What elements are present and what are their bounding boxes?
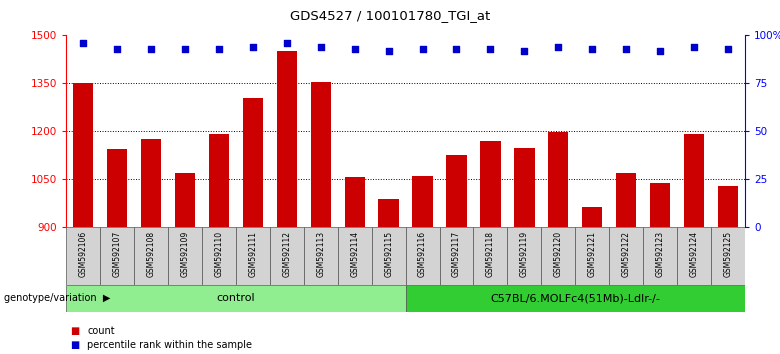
Text: GSM592121: GSM592121 xyxy=(587,231,597,277)
Point xyxy=(654,48,666,53)
Text: GSM592111: GSM592111 xyxy=(248,231,257,277)
Text: percentile rank within the sample: percentile rank within the sample xyxy=(87,340,253,350)
Text: ■: ■ xyxy=(70,340,80,350)
Point xyxy=(281,40,293,46)
Point xyxy=(417,46,429,52)
Text: GSM592114: GSM592114 xyxy=(350,231,360,277)
Text: GSM592108: GSM592108 xyxy=(147,231,156,277)
Bar xyxy=(446,155,466,354)
Point xyxy=(349,46,361,52)
Text: GSM592113: GSM592113 xyxy=(316,231,325,277)
Bar xyxy=(582,207,602,354)
Text: C57BL/6.MOLFc4(51Mb)-Ldlr-/-: C57BL/6.MOLFc4(51Mb)-Ldlr-/- xyxy=(491,293,660,303)
Text: GSM592120: GSM592120 xyxy=(554,231,563,277)
Text: GSM592107: GSM592107 xyxy=(112,231,122,278)
FancyBboxPatch shape xyxy=(236,227,270,285)
Text: GSM592109: GSM592109 xyxy=(180,231,190,278)
Bar xyxy=(73,82,94,354)
Point xyxy=(518,48,530,53)
Point xyxy=(382,48,395,53)
Text: control: control xyxy=(217,293,255,303)
Text: GDS4527 / 100101780_TGI_at: GDS4527 / 100101780_TGI_at xyxy=(290,9,490,22)
FancyBboxPatch shape xyxy=(576,227,609,285)
Text: genotype/variation  ▶: genotype/variation ▶ xyxy=(4,293,110,303)
Bar xyxy=(616,173,636,354)
Text: GSM592119: GSM592119 xyxy=(519,231,529,277)
Bar xyxy=(480,141,501,354)
Point xyxy=(552,44,565,50)
Point xyxy=(586,46,598,52)
Bar xyxy=(548,132,569,354)
FancyBboxPatch shape xyxy=(643,227,677,285)
FancyBboxPatch shape xyxy=(473,227,507,285)
FancyBboxPatch shape xyxy=(270,227,304,285)
Text: GSM592123: GSM592123 xyxy=(655,231,665,277)
FancyBboxPatch shape xyxy=(202,227,236,285)
Bar xyxy=(684,133,704,354)
Bar xyxy=(141,139,161,354)
FancyBboxPatch shape xyxy=(609,227,643,285)
Text: GSM592115: GSM592115 xyxy=(384,231,393,277)
Point xyxy=(314,44,327,50)
Text: GSM592110: GSM592110 xyxy=(215,231,224,277)
FancyBboxPatch shape xyxy=(66,227,101,285)
Bar xyxy=(378,199,399,354)
Text: GSM592125: GSM592125 xyxy=(723,231,732,277)
Point xyxy=(688,44,700,50)
Point xyxy=(77,40,90,46)
FancyBboxPatch shape xyxy=(406,227,440,285)
Bar xyxy=(650,183,670,354)
FancyBboxPatch shape xyxy=(541,227,576,285)
FancyBboxPatch shape xyxy=(507,227,541,285)
Bar xyxy=(107,149,127,354)
FancyBboxPatch shape xyxy=(406,285,745,312)
FancyBboxPatch shape xyxy=(168,227,202,285)
Point xyxy=(179,46,191,52)
Bar xyxy=(514,148,534,354)
Bar xyxy=(243,98,263,354)
Point xyxy=(620,46,633,52)
FancyBboxPatch shape xyxy=(304,227,338,285)
FancyBboxPatch shape xyxy=(134,227,168,285)
Bar xyxy=(175,173,195,354)
Text: count: count xyxy=(87,326,115,336)
Bar xyxy=(718,186,738,354)
Point xyxy=(484,46,497,52)
Text: GSM592112: GSM592112 xyxy=(282,231,292,277)
Text: GSM592124: GSM592124 xyxy=(690,231,699,277)
Point xyxy=(111,46,123,52)
Point xyxy=(246,44,259,50)
Bar xyxy=(209,133,229,354)
Text: GSM592106: GSM592106 xyxy=(79,231,88,278)
FancyBboxPatch shape xyxy=(338,227,371,285)
Text: GSM592122: GSM592122 xyxy=(622,231,631,277)
Point xyxy=(450,46,463,52)
Text: ■: ■ xyxy=(70,326,80,336)
Bar xyxy=(413,176,433,354)
Bar xyxy=(310,81,331,354)
Text: GSM592117: GSM592117 xyxy=(452,231,461,277)
Text: GSM592118: GSM592118 xyxy=(486,231,495,277)
FancyBboxPatch shape xyxy=(440,227,473,285)
Point xyxy=(213,46,225,52)
Point xyxy=(722,46,734,52)
Text: GSM592116: GSM592116 xyxy=(418,231,427,277)
FancyBboxPatch shape xyxy=(66,285,406,312)
Bar xyxy=(277,51,297,354)
FancyBboxPatch shape xyxy=(371,227,406,285)
Point xyxy=(145,46,158,52)
Bar xyxy=(345,177,365,354)
FancyBboxPatch shape xyxy=(677,227,711,285)
FancyBboxPatch shape xyxy=(711,227,745,285)
FancyBboxPatch shape xyxy=(101,227,134,285)
